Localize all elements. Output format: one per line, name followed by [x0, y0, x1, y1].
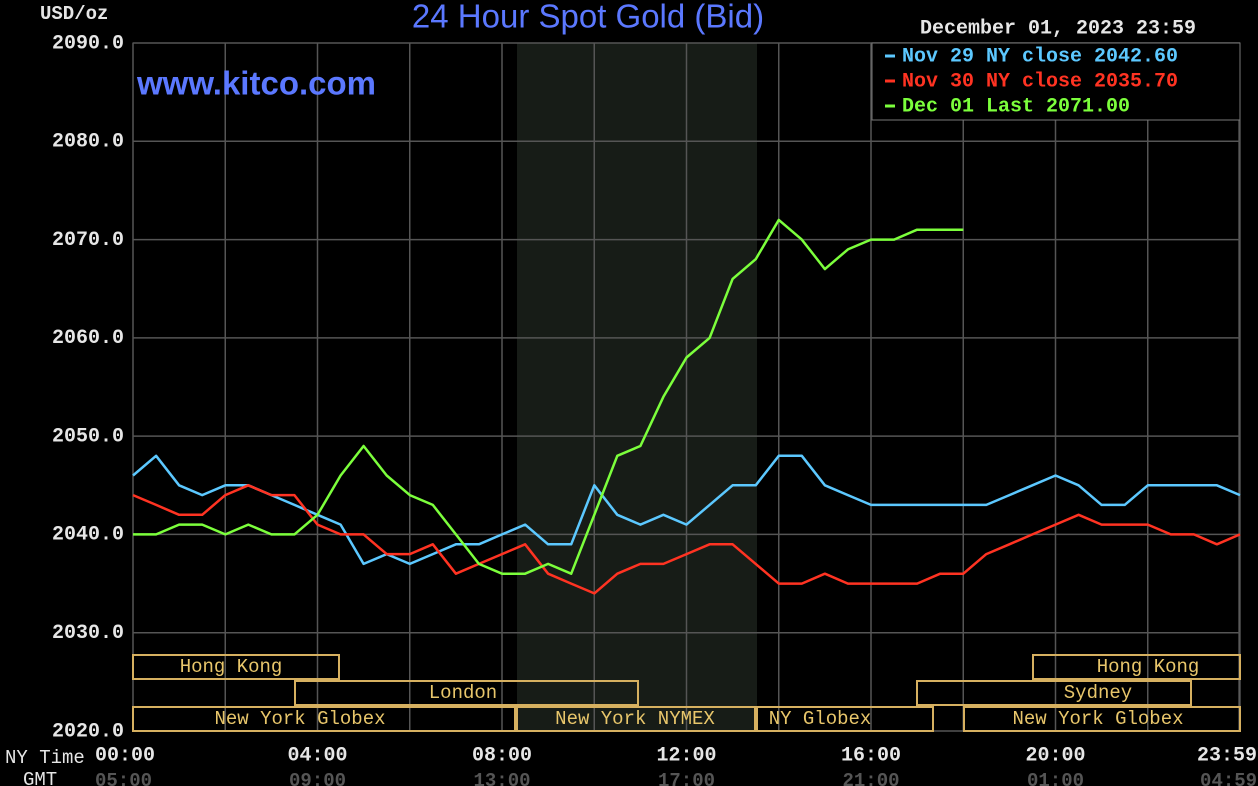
session-box	[516, 706, 756, 732]
session-label: NY Globex	[769, 708, 872, 730]
session-label: Hong Kong	[180, 656, 283, 678]
series-line	[132, 484, 1241, 595]
x2-tick-label: 13:00	[473, 770, 530, 786]
x2-tick-label: 17:00	[658, 770, 715, 786]
x2-axis-label: GMT	[23, 769, 57, 786]
session-box	[132, 706, 516, 732]
legend-label: Nov 30 NY close 2035.70	[902, 70, 1178, 93]
session-label: Sydney	[1064, 682, 1132, 704]
session-label: New York NYMEX	[555, 708, 715, 730]
y-axis-label: USD/oz	[40, 3, 108, 25]
x-tick-label: 16:00	[841, 744, 901, 767]
chart-title: 24 Hour Spot Gold (Bid)	[412, 0, 764, 35]
y-tick-label: 2060.0	[52, 327, 124, 350]
y-tick-label: 2020.0	[52, 720, 124, 743]
x2-tick-label: 09:00	[289, 770, 346, 786]
session-box	[916, 680, 1192, 706]
series-line	[133, 218, 964, 575]
session-label: New York Globex	[214, 708, 385, 730]
y-tick-label: 2040.0	[52, 524, 124, 547]
legend-label: Dec 01 Last 2071.00	[902, 95, 1130, 118]
x-tick-label: 12:00	[656, 744, 716, 767]
session-box	[1032, 654, 1241, 680]
x2-tick-label: 05:00	[95, 770, 152, 786]
x-tick-label: 04:00	[287, 744, 347, 767]
x2-tick-label: 21:00	[842, 770, 899, 786]
session-box	[294, 680, 639, 706]
y-tick-label: 2030.0	[52, 622, 124, 645]
session-box	[132, 654, 340, 680]
nymex-shade	[517, 43, 757, 731]
sessions: Hong Kong London New York Globex New Yor…	[132, 654, 1241, 732]
watermark: www.kitco.com	[136, 65, 376, 102]
legend-label: Nov 29 NY close 2042.60	[902, 45, 1178, 68]
y-tick-label: 2090.0	[52, 32, 124, 55]
x-tick-label: 20:00	[1025, 744, 1085, 767]
session-label: Hong Kong	[1097, 656, 1200, 678]
date-label: December 01, 2023 23:59	[920, 17, 1196, 40]
y-tick-label: 2070.0	[52, 229, 124, 252]
session-box	[963, 706, 1241, 732]
session-label: London	[429, 682, 497, 704]
x2-tick-label: 01:00	[1027, 770, 1084, 786]
x-tick-label: 08:00	[472, 744, 532, 767]
y-tick-label: 2050.0	[52, 425, 124, 448]
x-tick-label: 23:59	[1197, 744, 1257, 767]
x-axis-label: NY Time	[5, 747, 85, 769]
legend-box	[871, 42, 1241, 121]
x2-tick-label: 04:59	[1200, 770, 1257, 786]
session-label: New York Globex	[1012, 708, 1183, 730]
x-tick-label: 00:00	[95, 744, 155, 767]
session-box	[756, 706, 934, 732]
y-tick-label: 2080.0	[52, 131, 124, 154]
